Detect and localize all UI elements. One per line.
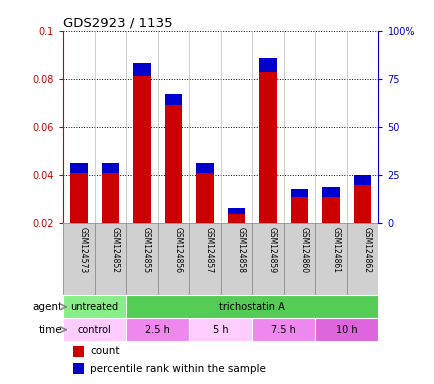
Bar — [63, 318, 126, 341]
Bar — [259, 58, 276, 72]
Text: GSM124862: GSM124862 — [362, 227, 371, 273]
Bar — [72, 346, 83, 357]
Text: count: count — [90, 346, 119, 356]
Bar — [252, 223, 283, 295]
Bar — [164, 94, 182, 105]
Text: trichostatin A: trichostatin A — [219, 302, 285, 312]
Bar — [252, 318, 315, 341]
Bar — [126, 295, 378, 318]
Bar — [126, 223, 157, 295]
Text: GSM124856: GSM124856 — [173, 227, 182, 273]
Bar — [189, 318, 252, 341]
Bar — [133, 76, 150, 223]
Text: GSM124858: GSM124858 — [236, 227, 245, 273]
Bar — [346, 223, 378, 295]
Bar — [102, 163, 119, 173]
Text: 7.5 h: 7.5 h — [271, 324, 296, 334]
Text: GSM124852: GSM124852 — [110, 227, 119, 273]
Bar — [189, 223, 220, 295]
Bar — [315, 223, 346, 295]
Bar — [157, 223, 189, 295]
Text: GSM124859: GSM124859 — [267, 227, 276, 273]
Bar — [196, 163, 213, 173]
Bar — [133, 63, 150, 76]
Bar — [164, 105, 182, 223]
Bar — [322, 197, 339, 223]
Bar — [283, 223, 315, 295]
Text: time: time — [39, 324, 62, 334]
Bar — [70, 173, 87, 223]
Bar — [70, 163, 87, 173]
Text: GSM124861: GSM124861 — [330, 227, 339, 273]
Text: GSM124860: GSM124860 — [299, 227, 308, 273]
Bar — [126, 318, 189, 341]
Bar — [95, 223, 126, 295]
Bar — [315, 318, 378, 341]
Bar — [63, 295, 126, 318]
Bar — [196, 173, 213, 223]
Bar — [72, 363, 83, 374]
Text: 10 h: 10 h — [335, 324, 357, 334]
Text: agent: agent — [32, 302, 62, 312]
Bar — [220, 223, 252, 295]
Bar — [102, 173, 119, 223]
Bar — [259, 72, 276, 223]
Bar — [63, 223, 95, 295]
Text: GSM124857: GSM124857 — [204, 227, 214, 273]
Text: GSM124573: GSM124573 — [79, 227, 88, 273]
Bar — [290, 189, 308, 197]
Text: GDS2923 / 1135: GDS2923 / 1135 — [63, 17, 172, 30]
Bar — [322, 187, 339, 197]
Bar — [290, 197, 308, 223]
Text: 2.5 h: 2.5 h — [145, 324, 170, 334]
Bar — [227, 208, 245, 214]
Bar — [353, 185, 371, 223]
Text: control: control — [78, 324, 111, 334]
Text: percentile rank within the sample: percentile rank within the sample — [90, 364, 265, 374]
Text: 5 h: 5 h — [213, 324, 228, 334]
Text: GSM124855: GSM124855 — [141, 227, 151, 273]
Bar — [227, 214, 245, 223]
Text: untreated: untreated — [70, 302, 118, 312]
Bar — [353, 175, 371, 185]
